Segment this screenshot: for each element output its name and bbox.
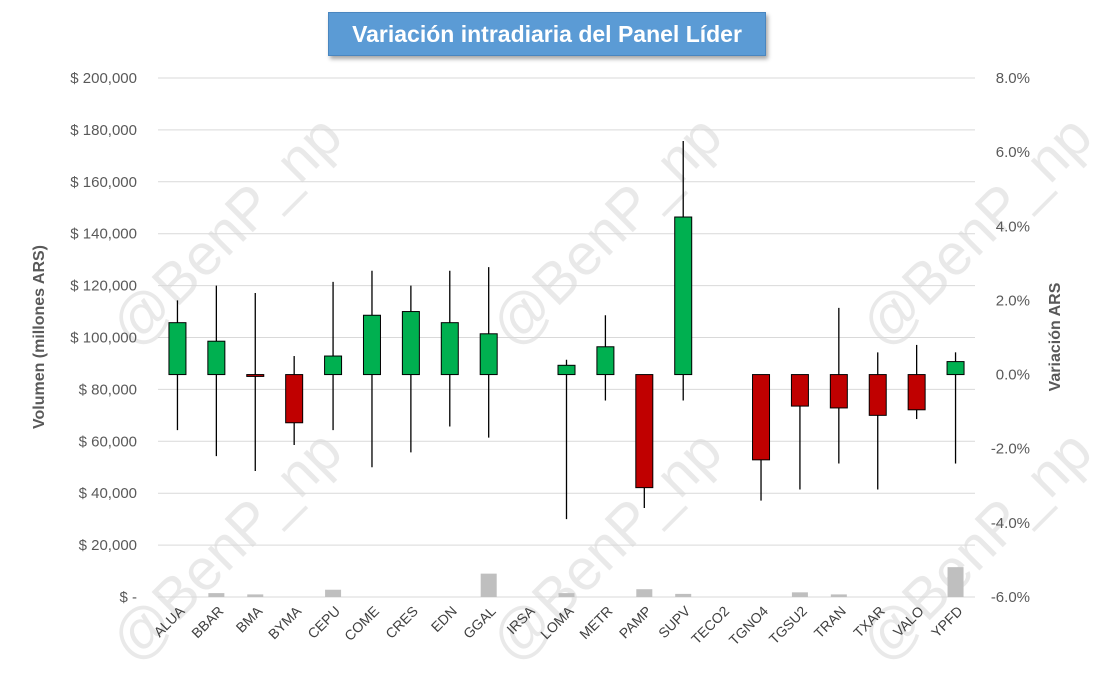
left-tick-label: $ 140,000	[70, 226, 137, 243]
candle-body-alua	[168, 322, 187, 376]
right-tick-label: 0.0%	[996, 367, 1030, 384]
left-tick-label: $ 20,000	[79, 537, 137, 554]
right-tick-label: 4.0%	[996, 218, 1030, 235]
candle-body-come	[362, 314, 381, 376]
candle-body-tran	[829, 374, 848, 409]
category-label-come: COME	[341, 603, 382, 644]
volume-bar-pamp	[636, 589, 653, 597]
candle-body-bbar	[207, 340, 226, 376]
category-label-edn: EDN	[428, 603, 460, 635]
candle-body-valo	[907, 374, 926, 411]
right-tick-label: 2.0%	[996, 292, 1030, 309]
candle-body-cepu	[324, 355, 343, 376]
right-tick-label: -4.0%	[991, 515, 1030, 532]
candle-body-bma	[246, 374, 265, 377]
category-label-cres: CRES	[382, 603, 421, 642]
category-label-bma: BMA	[233, 602, 266, 635]
candle-body-ggal	[479, 333, 498, 376]
candle-body-ypfd	[946, 361, 965, 376]
left-tick-label: $ 40,000	[79, 485, 137, 502]
right-axis-title: Variación ARS	[1047, 282, 1064, 392]
candle-body-cres	[401, 311, 420, 376]
chart-title: Variación intradiaria del Panel Líder	[352, 20, 742, 47]
candle-body-txar	[868, 374, 887, 416]
category-label-teco2: TECO2	[688, 603, 732, 647]
left-tick-label: $ 200,000	[70, 70, 137, 87]
volume-bar-tran	[830, 594, 847, 597]
left-tick-label: $ 180,000	[70, 122, 137, 139]
candle-body-edn	[440, 322, 459, 376]
candle-body-loma	[557, 364, 576, 376]
volume-bar-loma	[558, 593, 575, 597]
watermark-text: @BenP_np	[478, 103, 734, 359]
volume-bar-supv	[675, 593, 692, 597]
left-tick-label: $ 120,000	[70, 278, 137, 295]
left-tick-label: $ 100,000	[70, 330, 137, 347]
category-label-cepu: CEPU	[304, 603, 343, 642]
volume-bar-tgsu2	[791, 592, 808, 597]
candle-body-byma	[285, 374, 304, 424]
volume-bar-cepu	[325, 589, 342, 597]
volume-bar-bma	[247, 594, 264, 597]
candle-body-supv	[674, 216, 693, 376]
left-tick-label: $ 160,000	[70, 174, 137, 191]
chart-title-box: Variación intradiaria del Panel Líder	[328, 12, 766, 56]
left-tick-label: $ -	[119, 589, 137, 606]
right-tick-label: -2.0%	[991, 441, 1030, 458]
category-label-tgsu2: TGSU2	[766, 603, 810, 647]
category-label-tran: TRAN	[811, 603, 849, 641]
left-tick-label: $ 60,000	[79, 433, 137, 450]
volume-bar-ypfd	[947, 567, 964, 597]
volume-bar-bbar	[208, 593, 225, 597]
right-tick-label: 8.0%	[996, 70, 1030, 87]
watermark-group: @BenP_np @BenP_np @BenP_np@BenP_np @BenP_np…	[98, 103, 1094, 674]
watermark-text: @BenP_np	[848, 418, 1094, 674]
left-tick-label: $ 80,000	[79, 381, 137, 398]
right-tick-label: -6.0%	[991, 589, 1030, 606]
left-axis-title: Volumen (millones ARS)	[31, 244, 48, 430]
category-label-byma: BYMA	[265, 602, 305, 642]
candle-body-tgno4	[752, 374, 771, 461]
candle-body-tgsu2	[790, 374, 809, 407]
right-tick-label: 6.0%	[996, 144, 1030, 161]
volume-bar-ggal	[480, 573, 497, 597]
category-label-tgno4: TGNO4	[726, 603, 772, 649]
candle-body-metr	[596, 346, 615, 376]
candle-body-pamp	[635, 374, 654, 489]
category-label-pamp: PAMP	[616, 603, 655, 642]
